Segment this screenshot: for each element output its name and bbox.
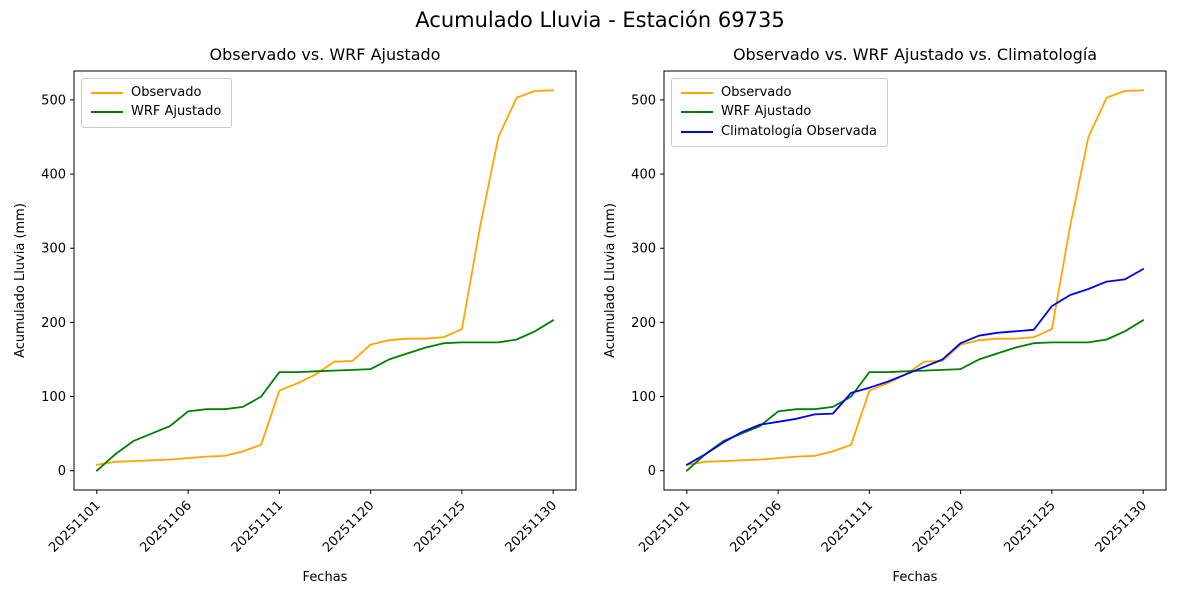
x-tick-label: 20251125 (1001, 498, 1058, 555)
legend-left: Observado WRF Ajustado (81, 78, 233, 128)
y-tick-label: 400 (631, 168, 656, 183)
legend-label: Observado (131, 85, 202, 100)
series-line-climatolog-a-observada (685, 268, 1145, 466)
legend-line-swatch (681, 92, 713, 95)
x-axis-label: Fechas (303, 570, 348, 585)
x-tick-label: 20251101 (636, 498, 693, 555)
legend-entry: WRF Ajustado (91, 104, 222, 120)
y-tick-label: 0 (58, 464, 66, 479)
axes-frame (73, 70, 577, 491)
y-axis-label: Acumulado Lluvia (mm) (13, 203, 28, 358)
legend-line-swatch (91, 92, 123, 95)
figure-title: Acumulado Lluvia - Estación 69735 (415, 8, 785, 32)
y-axis-label: Acumulado Lluvia (mm) (603, 203, 618, 358)
x-tick-label: 20251106 (138, 498, 195, 555)
y-tick-label: 500 (631, 93, 656, 108)
y-tick-label: 300 (41, 242, 66, 257)
legend-right: Observado WRF Ajustado Climatología Observ… (671, 78, 888, 147)
x-tick-label: 20251130 (1093, 498, 1150, 555)
legend-entry: Climatología Observada (681, 123, 877, 139)
series-line-observado (685, 89, 1145, 466)
y-tick-label: 400 (41, 168, 66, 183)
series-line-wrf-ajustado (95, 319, 555, 472)
x-axis-label: Fechas (893, 570, 938, 585)
legend-label: Observado (721, 85, 792, 100)
y-tick-label: 200 (631, 316, 656, 331)
x-tick-label: 20251101 (46, 498, 103, 555)
x-tick-label: 20251106 (728, 498, 785, 555)
series-line-observado (95, 89, 555, 466)
axes-frame (663, 70, 1167, 491)
legend-label: WRF Ajustado (721, 104, 812, 120)
chart-right-canvas: Observado vs. WRF Ajustado vs. Climatolo… (603, 45, 1167, 585)
y-tick-label: 100 (631, 390, 656, 405)
legend-line-swatch (681, 111, 713, 114)
subplot-title: Observado vs. WRF Ajustado (210, 45, 441, 64)
y-tick-label: 500 (41, 93, 66, 108)
legend-entry: WRF Ajustado (681, 104, 877, 120)
legend-label: WRF Ajustado (131, 104, 222, 120)
x-tick-label: 20251120 (320, 498, 377, 555)
legend-entry: Observado (681, 85, 877, 100)
legend-label: Climatología Observada (721, 123, 877, 139)
subplot-observado-wrf-climatologia: Observado vs. WRF Ajustado vs. Climatolo… (600, 40, 1180, 595)
x-tick-label: 20251130 (503, 498, 560, 555)
subplot-title: Observado vs. WRF Ajustado vs. Climatolo… (733, 45, 1097, 64)
legend-line-swatch (91, 111, 123, 114)
y-tick-label: 100 (41, 390, 66, 405)
y-tick-label: 300 (631, 242, 656, 257)
y-tick-label: 200 (41, 316, 66, 331)
y-tick-label: 0 (648, 464, 656, 479)
x-tick-label: 20251111 (819, 498, 876, 555)
subplot-observado-vs-wrf: Observado vs. WRF Ajustado 0 100 200 300 400 5… (10, 40, 590, 595)
series-line-wrf-ajustado (685, 319, 1145, 472)
chart-left-canvas: Observado vs. WRF Ajustado 0 100 200 300 400 5… (13, 45, 577, 585)
x-tick-label: 20251111 (229, 498, 286, 555)
x-tick-label: 20251125 (411, 498, 468, 555)
x-tick-label: 20251120 (910, 498, 967, 555)
legend-entry: Observado (91, 85, 221, 100)
legend-line-swatch (681, 130, 713, 133)
